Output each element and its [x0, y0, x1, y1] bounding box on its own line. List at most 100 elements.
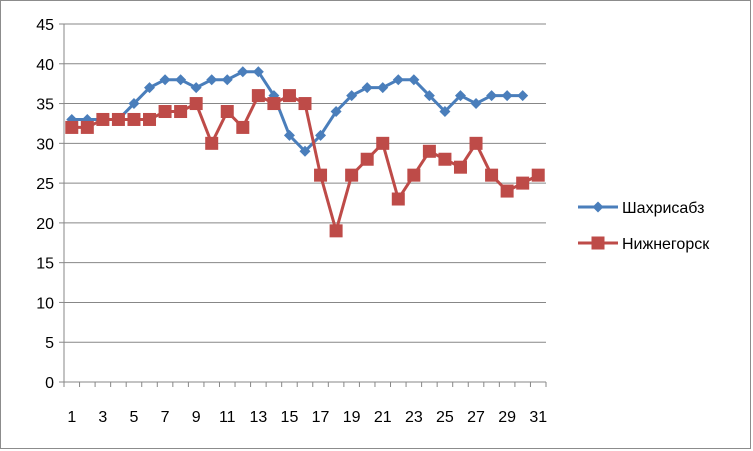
legend: Шахрисабз Нижнегорск: [578, 200, 710, 253]
diamond-point: [423, 90, 435, 102]
legend-label: Нижнегорск: [622, 236, 710, 253]
legend-item: Нижнегорск: [578, 236, 710, 253]
y-tick-label: 15: [36, 256, 54, 273]
square-point: [96, 112, 110, 126]
series-line: [71, 70, 523, 153]
diamond-point: [159, 74, 171, 86]
x-tick-label: 31: [529, 409, 547, 426]
square-point: [422, 144, 436, 158]
axes: [59, 23, 547, 387]
square-point: [267, 97, 281, 111]
x-tick-label: 21: [374, 409, 392, 426]
square-point: [282, 89, 296, 103]
series-2: [65, 89, 545, 238]
diamond-point: [315, 129, 327, 141]
y-tick-label: 35: [36, 97, 54, 114]
x-tick-label: 27: [467, 409, 485, 426]
diamond-point: [392, 74, 404, 86]
square-point: [360, 152, 374, 166]
diamond-point: [486, 90, 498, 102]
square-point: [485, 168, 499, 182]
square-point: [391, 192, 405, 206]
diamond-point: [361, 82, 373, 94]
diamond-point: [128, 98, 140, 110]
x-tick-label: 13: [249, 409, 267, 426]
square-point: [127, 112, 141, 126]
diamond-point: [517, 90, 529, 102]
square-point: [531, 168, 545, 182]
diamond-point: [283, 129, 295, 141]
x-tick-label: 5: [130, 409, 139, 426]
x-tick-label: 29: [498, 409, 516, 426]
square-point: [376, 136, 390, 150]
diamond-point: [252, 66, 264, 78]
diamond-point: [377, 82, 389, 94]
y-tick-label: 45: [36, 17, 54, 34]
square-point: [143, 112, 157, 126]
square-point: [407, 168, 421, 182]
legend-square-marker: [591, 236, 605, 250]
legend-diamond-marker: [592, 201, 604, 213]
square-point: [329, 224, 343, 238]
series-1: [66, 66, 529, 157]
diamond-point: [346, 90, 358, 102]
square-point: [453, 160, 467, 174]
square-point: [158, 105, 172, 119]
x-tick-label: 11: [219, 409, 236, 426]
x-axis-tick-labels: 1 3 5 7 9 11 13 15 17 19 21 23 25 27 29 31: [67, 409, 547, 426]
diamond-point: [330, 106, 342, 118]
diamond-point: [439, 106, 451, 118]
square-point: [469, 136, 483, 150]
diamond-point: [144, 82, 156, 94]
square-point: [438, 152, 452, 166]
square-point: [65, 120, 79, 134]
diamond-point: [175, 74, 187, 86]
square-point: [298, 97, 312, 111]
square-point: [220, 105, 234, 119]
diamond-point: [190, 82, 202, 94]
y-tick-label: 0: [45, 375, 54, 392]
square-point: [236, 120, 250, 134]
diamond-point: [408, 74, 420, 86]
x-tick-label: 1: [67, 409, 76, 426]
y-tick-label: 10: [36, 295, 54, 312]
x-tick-label: 19: [343, 409, 361, 426]
legend-item: Шахрисабз: [578, 200, 704, 217]
y-tick-label: 30: [36, 136, 54, 153]
square-point: [80, 120, 94, 134]
x-tick-label: 9: [192, 409, 201, 426]
square-point: [251, 89, 265, 103]
series-line: [71, 94, 539, 233]
x-tick-label: 7: [161, 409, 170, 426]
y-tick-label: 40: [36, 57, 54, 74]
y-tick-label: 25: [36, 176, 54, 193]
series-lines: [65, 66, 545, 238]
square-point: [516, 176, 530, 190]
grid-lines: [64, 23, 546, 343]
x-tick-label: 25: [436, 409, 454, 426]
diamond-point: [454, 90, 466, 102]
diamond-point: [501, 90, 513, 102]
diamond-point: [206, 74, 218, 86]
diamond-point: [299, 145, 311, 157]
square-point: [500, 184, 514, 198]
x-tick-label: 17: [312, 409, 330, 426]
diamond-point: [470, 98, 482, 110]
y-tick-label: 20: [36, 216, 54, 233]
square-point: [345, 168, 359, 182]
square-point: [314, 168, 328, 182]
square-point: [111, 112, 125, 126]
square-point: [174, 105, 188, 119]
x-tick-label: 23: [405, 409, 423, 426]
x-tick-label: 15: [281, 409, 299, 426]
y-axis-tick-labels: 0 5 10 15 20 25 30 35 40 45: [36, 17, 54, 392]
y-tick-label: 5: [45, 335, 54, 352]
legend-label: Шахрисабз: [622, 200, 704, 217]
diamond-point: [221, 74, 233, 86]
square-point: [205, 136, 219, 150]
diamond-point: [237, 66, 249, 78]
x-tick-label: 3: [98, 409, 107, 426]
square-point: [189, 97, 203, 111]
